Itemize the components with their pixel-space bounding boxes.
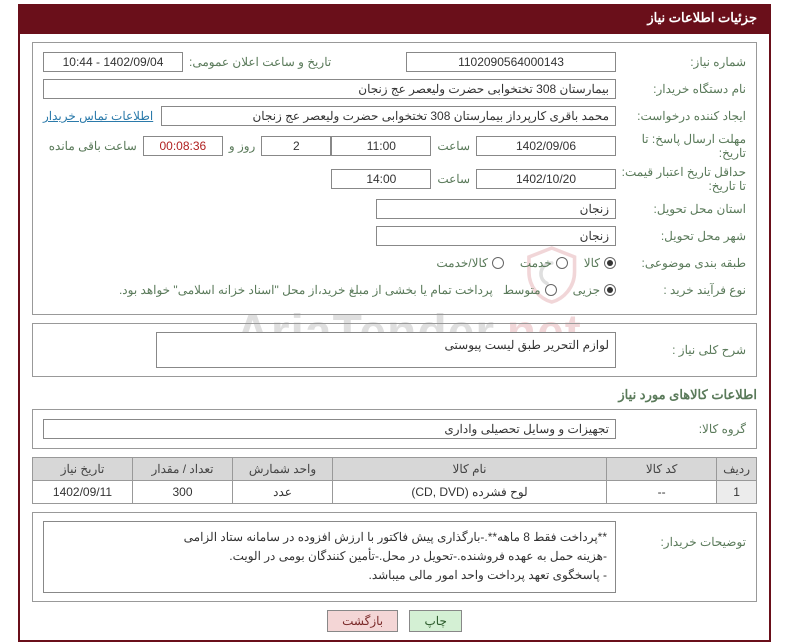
radio-service[interactable] [556,257,568,269]
td-name: لوح فشرده (CD, DVD) [333,481,607,504]
item-group-panel: گروه کالا: تجهیزات و وسایل تحصیلی واداری [32,409,757,449]
radio-minor-label: جزیی [573,283,600,297]
th-name: نام کالا [333,458,607,481]
purchase-radio-group: جزیی متوسط [503,283,616,297]
th-unit: واحد شمارش [233,458,333,481]
field-city: زنجان [376,226,616,246]
items-section-title: اطلاعات کالاهای مورد نیاز [32,387,757,403]
field-announce-date: 1402/09/04 - 10:44 [43,52,183,72]
back-button[interactable]: بازگشت [327,610,398,632]
field-need-number: 1102090564000143 [406,52,616,72]
label-buyer-org: نام دستگاه خریدار: [616,82,746,96]
td-row: 1 [717,481,757,504]
label-deadline: مهلت ارسال پاسخ: تا تاریخ: [616,132,746,160]
radio-both-label: کالا/خدمت [436,256,487,270]
print-button[interactable]: چاپ [409,610,461,632]
field-valid-hour: 14:00 [331,169,431,189]
buyer-contact-link[interactable]: اطلاعات تماس خریدار [43,109,153,123]
button-row: چاپ بازگشت [20,610,769,632]
label-province: استان محل تحویل: [616,202,746,216]
label-requester: ایجاد کننده درخواست: [616,109,746,123]
radio-service-label: خدمت [520,256,552,270]
radio-goods[interactable] [604,257,616,269]
label-hour1: ساعت [437,139,470,153]
radio-both[interactable] [492,257,504,269]
label-remaining: ساعت باقی مانده [49,139,137,153]
field-days-left: 2 [261,136,331,156]
radio-medium-label: متوسط [503,283,541,297]
field-countdown: 00:08:36 [143,136,223,156]
field-item-group: تجهیزات و وسایل تحصیلی واداری [43,419,616,439]
th-row: ردیف [717,458,757,481]
radio-minor[interactable] [604,284,616,296]
field-province: زنجان [376,199,616,219]
field-valid-date: 1402/10/20 [476,169,616,189]
field-deadline-hour: 11:00 [331,136,431,156]
td-code: -- [607,481,717,504]
label-hour2: ساعت [437,172,470,186]
details-panel: شماره نیاز: 1102090564000143 تاریخ و ساع… [32,42,757,315]
th-code: کد کالا [607,458,717,481]
td-qty: 300 [133,481,233,504]
th-qty: تعداد / مقدار [133,458,233,481]
label-announce-date: تاریخ و ساعت اعلان عمومی: [189,55,331,69]
label-category: طبقه بندی موضوعی: [616,256,746,270]
field-overall-desc: لوازم التحریر طبق لیست پیوستی [156,332,616,368]
label-valid-until: حداقل تاریخ اعتبار قیمت: تا تاریخ: [616,165,746,193]
th-date: تاریخ نیاز [33,458,133,481]
radio-goods-label: کالا [584,256,600,270]
label-days-and: روز و [229,139,256,153]
field-buyer-notes: **پرداخت فقط 8 ماهه**.-بارگذاری پیش فاکت… [43,521,616,593]
label-city: شهر محل تحویل: [616,229,746,243]
field-requester: محمد باقری کارپرداز بیمارستان 308 تختخوا… [161,106,616,126]
buyer-notes-panel: توضیحات خریدار: **پرداخت فقط 8 ماهه**.-ب… [32,512,757,602]
category-radio-group: کالا خدمت کالا/خدمت [436,256,616,270]
purchase-note: پرداخت تمام یا بخشی از مبلغ خرید،از محل … [119,283,493,297]
label-item-group: گروه کالا: [616,422,746,436]
label-purchase-type: نوع فرآیند خرید : [616,283,746,297]
td-date: 1402/09/11 [33,481,133,504]
overall-desc-panel: شرح کلی نیاز : لوازم التحریر طبق لیست پی… [32,323,757,377]
td-unit: عدد [233,481,333,504]
main-container: AriaTender.net شماره نیاز: 1102090564000… [18,32,771,642]
label-buyer-notes: توضیحات خریدار: [616,521,746,549]
radio-medium[interactable] [545,284,557,296]
field-buyer-org: بیمارستان 308 تختخوابی حضرت ولیعصر عج زن… [43,79,616,99]
title-bar: جزئیات اطلاعات نیاز [18,4,771,32]
table-row: 1 -- لوح فشرده (CD, DVD) عدد 300 1402/09… [33,481,757,504]
items-table: ردیف کد کالا نام کالا واحد شمارش تعداد /… [32,457,757,504]
label-overall-desc: شرح کلی نیاز : [616,343,746,357]
label-need-number: شماره نیاز: [616,55,746,69]
field-deadline-date: 1402/09/06 [476,136,616,156]
